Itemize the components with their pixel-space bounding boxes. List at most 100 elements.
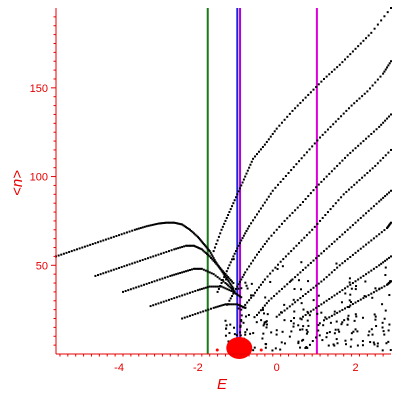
- data-point: [132, 287, 135, 290]
- data-point: [198, 288, 201, 291]
- data-point: [283, 219, 286, 222]
- data-point: [225, 270, 228, 273]
- data-point: [382, 121, 385, 124]
- data-point: [315, 186, 318, 189]
- data-point: [256, 289, 258, 292]
- data-point: [347, 314, 350, 317]
- data-point: [298, 160, 301, 163]
- data-point: [244, 333, 247, 336]
- data-point: [333, 167, 336, 170]
- data-point: [267, 195, 270, 198]
- data-point: [139, 259, 142, 262]
- data-point: [254, 291, 257, 294]
- data-point: [351, 253, 354, 256]
- data-point: [245, 229, 248, 232]
- data-point: [346, 285, 349, 288]
- data-point: [267, 299, 270, 302]
- data-point: [73, 249, 76, 252]
- data-point: [307, 195, 310, 198]
- data-point: [324, 316, 327, 319]
- data-point: [229, 261, 232, 264]
- data-point: [240, 305, 243, 308]
- data-point: [244, 232, 247, 235]
- data-point: [349, 151, 352, 154]
- data-point: [216, 305, 219, 308]
- data-point: [225, 278, 228, 281]
- data-point: [330, 170, 333, 173]
- origin-dot: [259, 348, 263, 352]
- data-point: [364, 280, 367, 283]
- data-point: [228, 285, 231, 288]
- data-point: [278, 124, 281, 127]
- data-point: [269, 280, 272, 283]
- data-point: [265, 320, 268, 323]
- data-point: [374, 164, 377, 167]
- data-point: [215, 262, 218, 265]
- data-point: [265, 326, 268, 329]
- data-point: [244, 315, 247, 318]
- data-point: [288, 112, 291, 115]
- data-point: [376, 162, 379, 165]
- data-point: [346, 228, 349, 231]
- data-point: [269, 135, 272, 138]
- origin-dot: [215, 348, 219, 352]
- data-point: [212, 259, 215, 262]
- data-point: [124, 290, 127, 293]
- data-point: [354, 313, 357, 316]
- data-point: [338, 310, 341, 313]
- data-point: [300, 302, 303, 305]
- data-point: [363, 295, 366, 298]
- data-point: [158, 222, 161, 225]
- data-point: [255, 321, 258, 324]
- data-point: [311, 340, 314, 343]
- data-point: [374, 81, 377, 84]
- data-point: [231, 295, 234, 298]
- data-point: [349, 293, 352, 296]
- data-point: [203, 244, 206, 247]
- data-point: [89, 243, 92, 246]
- data-point: [222, 280, 225, 283]
- data-point: [234, 250, 237, 253]
- data-point: [204, 269, 207, 272]
- data-point: [206, 270, 209, 273]
- data-point: [294, 276, 297, 279]
- data-point: [240, 296, 243, 299]
- data-point: [141, 226, 144, 229]
- data-point: [256, 313, 258, 316]
- data-point: [336, 311, 339, 314]
- data-point: [173, 297, 176, 300]
- data-point: [343, 319, 346, 322]
- data-point: [337, 117, 340, 120]
- data-point: [309, 192, 312, 195]
- data-point: [283, 309, 286, 312]
- data-point: [144, 258, 147, 261]
- data-point: [321, 216, 324, 219]
- data-point: [270, 331, 273, 334]
- data-point: [246, 301, 249, 304]
- data-point: [257, 311, 260, 314]
- data-point: [283, 118, 286, 121]
- data-point: [330, 314, 333, 317]
- data-point: [201, 241, 204, 244]
- data-point: [354, 221, 357, 224]
- data-point: [208, 255, 211, 258]
- data-point: [305, 328, 308, 331]
- data-point: [292, 247, 295, 250]
- data-point: [319, 136, 322, 139]
- data-point: [137, 227, 140, 230]
- data-point: [265, 240, 268, 243]
- data-point: [271, 132, 274, 135]
- data-point: [297, 342, 300, 345]
- data-point: [133, 261, 136, 264]
- data-point: [263, 312, 266, 315]
- data-point: [170, 249, 173, 252]
- data-point: [386, 193, 389, 196]
- data-point: [147, 224, 150, 227]
- data-point: [231, 285, 234, 288]
- data-point: [326, 332, 329, 335]
- data-point: [190, 229, 193, 232]
- data-point: [149, 305, 152, 308]
- data-point: [214, 285, 217, 288]
- data-point: [350, 332, 353, 335]
